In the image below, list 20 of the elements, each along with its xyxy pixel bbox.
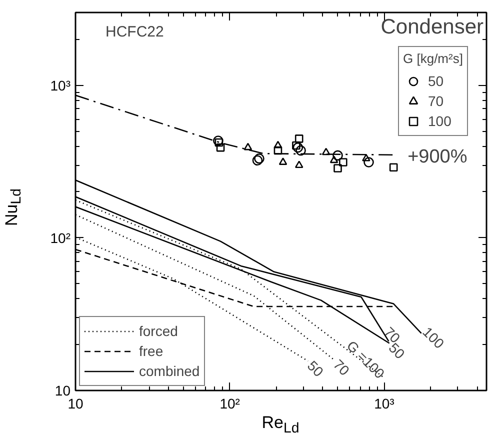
y-tick-label: 10² [50,230,71,246]
legend-label: combined [139,363,200,379]
legend-label: free [139,343,164,359]
text: HCFC22 [106,24,164,40]
y-tick-label: 10 [54,382,71,398]
legend-label: 70 [428,93,445,109]
chart-title: Condenser [380,16,484,38]
x-tick-label: 10² [220,396,240,412]
annotation: 50 [304,357,327,380]
annotation: +900% [408,146,468,168]
x-axis-title: Re$_{Ld}$ [262,413,300,438]
legend-label: 50 [428,73,445,89]
legend-label: 100 [428,113,452,129]
x-tick-label: 10³ [374,396,395,412]
legend-title: G [kg/m²s] [403,51,463,66]
y-tick-label: 10³ [50,77,71,94]
legend-label: forced [139,323,178,339]
annotation: 70 [330,356,353,379]
annotation: 100 [420,324,448,352]
x-tick-label: 10 [68,396,84,412]
